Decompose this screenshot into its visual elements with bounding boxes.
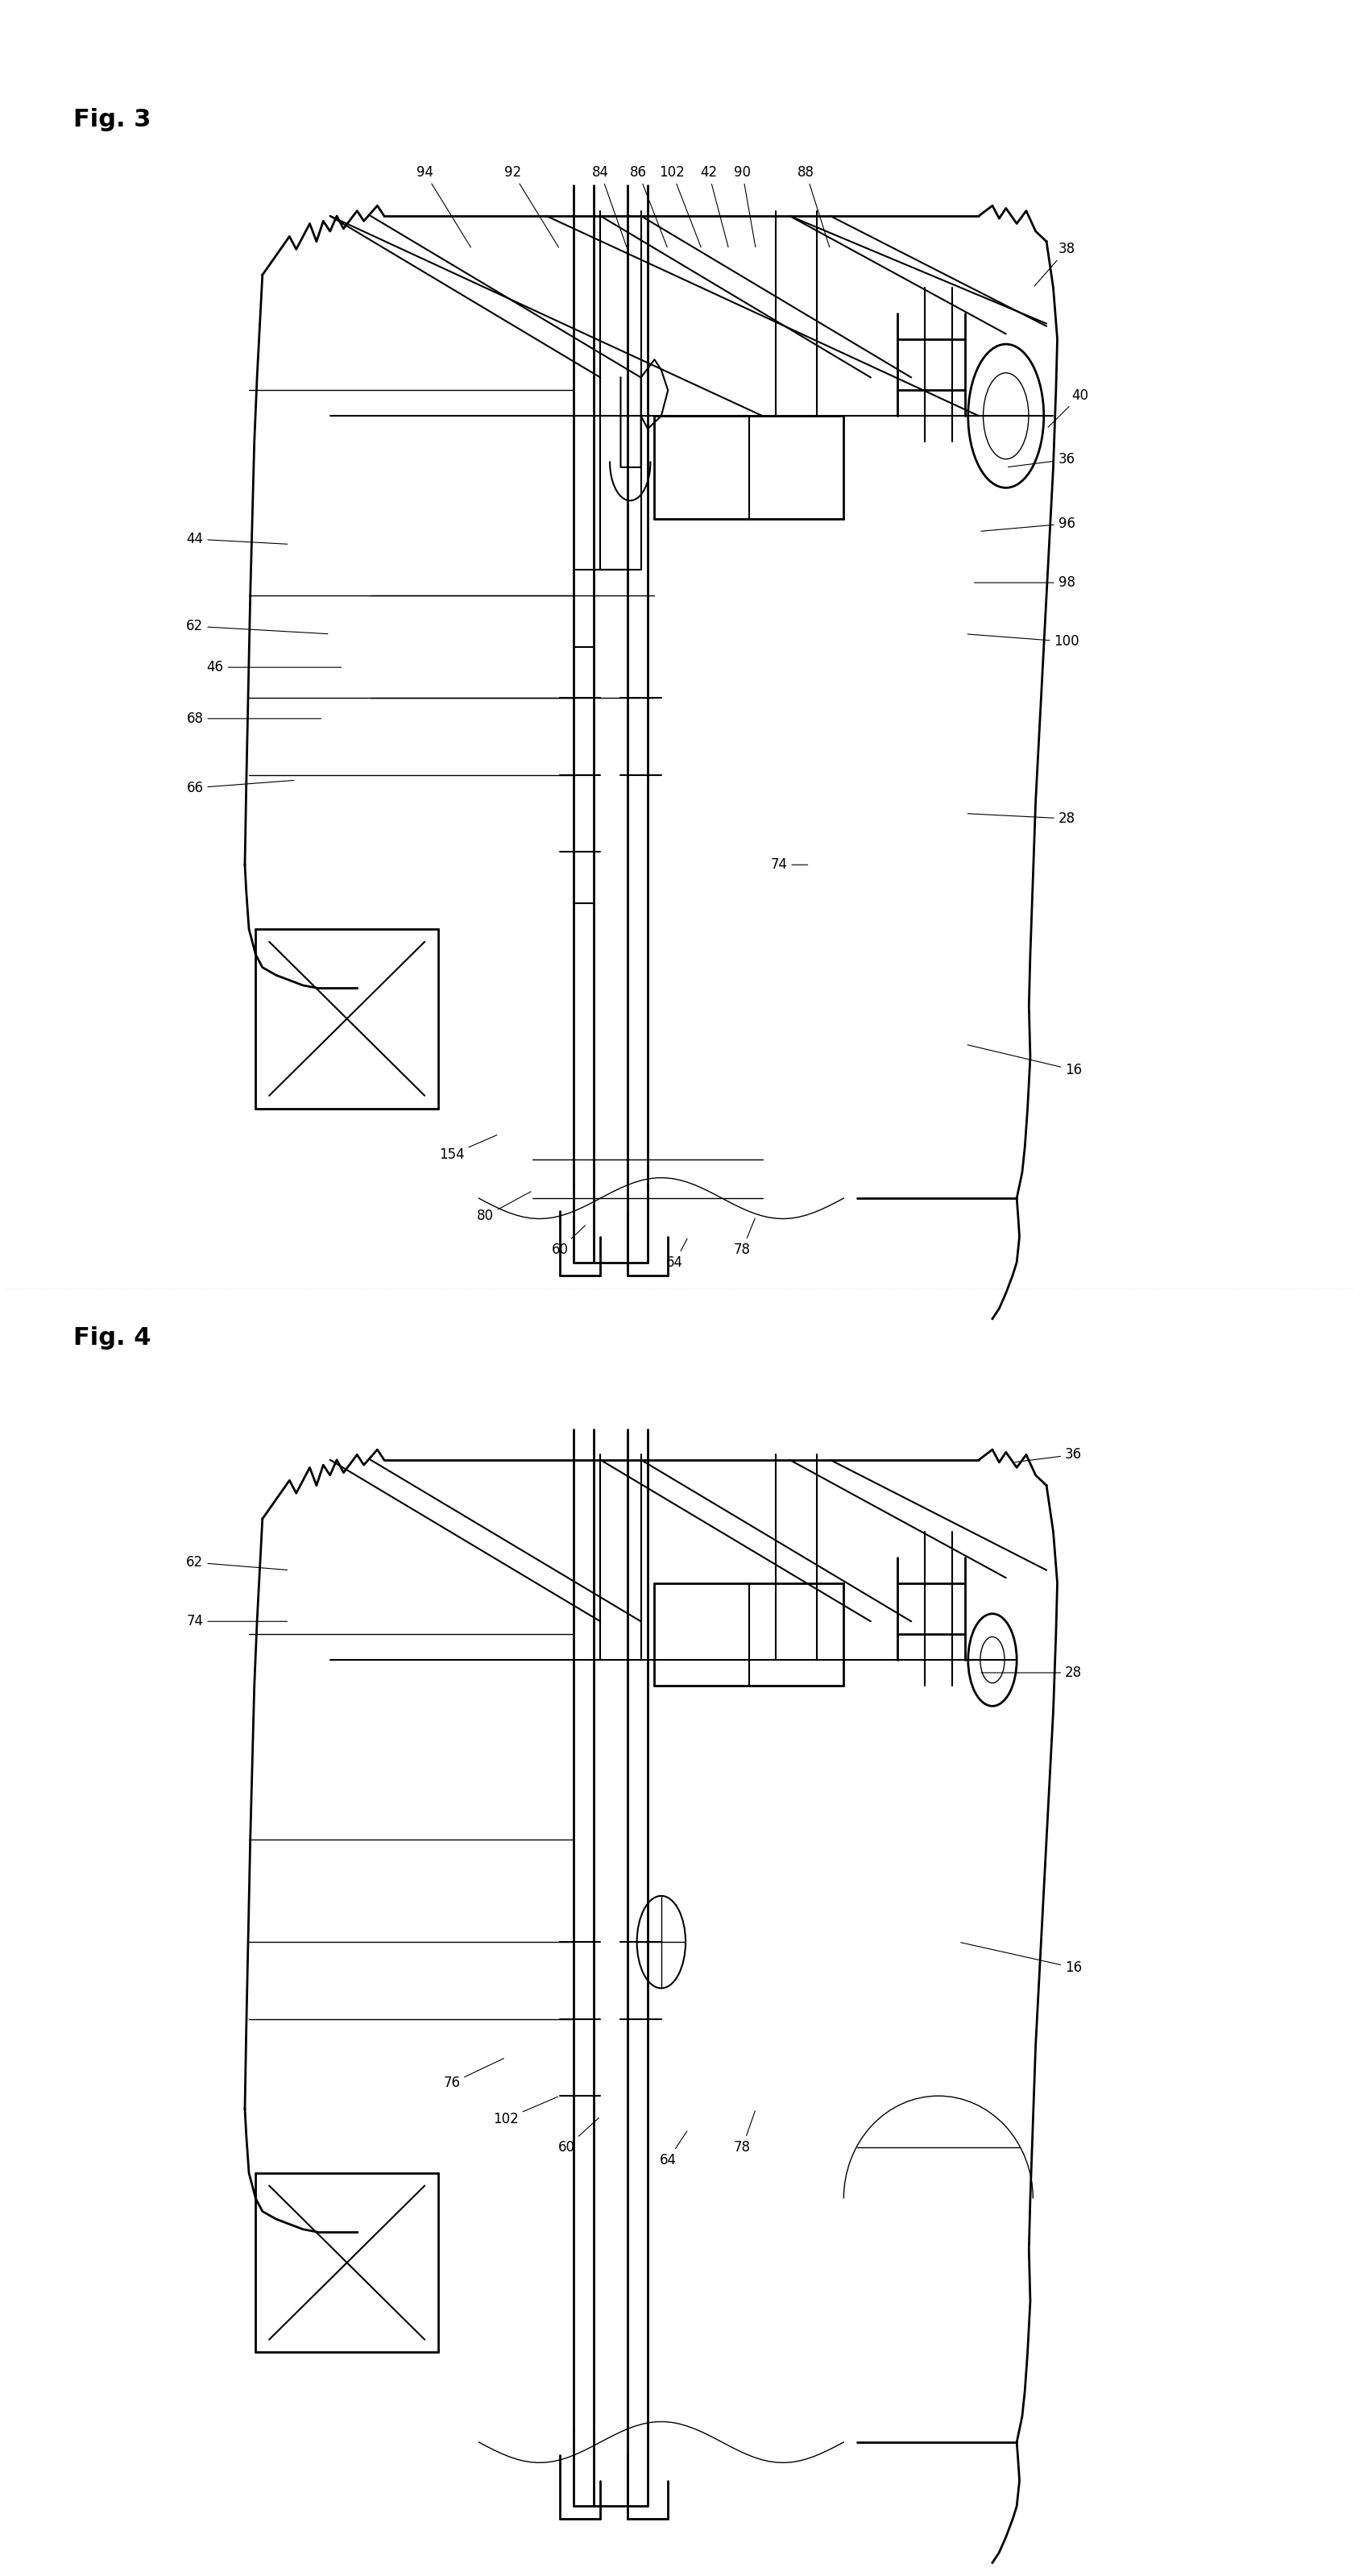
Text: 46: 46 — [207, 659, 341, 675]
Text: 66: 66 — [187, 781, 294, 796]
Text: 96: 96 — [981, 515, 1075, 531]
Text: 86: 86 — [630, 165, 667, 247]
Text: 102: 102 — [493, 2097, 557, 2125]
Text: 98: 98 — [975, 574, 1075, 590]
Text: 16: 16 — [961, 1942, 1082, 1976]
Text: Fig. 4: Fig. 4 — [74, 1327, 151, 1350]
Text: 38: 38 — [1035, 242, 1075, 286]
Text: 74: 74 — [187, 1615, 288, 1628]
Text: 76: 76 — [443, 2058, 504, 2089]
Text: 16: 16 — [968, 1046, 1082, 1077]
Text: 60: 60 — [557, 2117, 598, 2154]
Text: 28: 28 — [981, 1667, 1082, 1680]
Text: 62: 62 — [187, 1556, 288, 1569]
Text: 154: 154 — [439, 1136, 497, 1162]
Text: 78: 78 — [733, 1218, 755, 1257]
Text: 42: 42 — [701, 165, 728, 247]
Text: 90: 90 — [733, 165, 755, 247]
Text: 36: 36 — [1015, 1448, 1082, 1463]
Text: 88: 88 — [797, 165, 830, 247]
Text: 78: 78 — [733, 2110, 755, 2154]
Text: 28: 28 — [968, 811, 1075, 827]
Text: 64: 64 — [667, 1239, 687, 1270]
Text: 94: 94 — [416, 165, 470, 247]
Text: 84: 84 — [592, 165, 627, 247]
Text: 68: 68 — [187, 711, 322, 726]
Text: 80: 80 — [477, 1193, 530, 1224]
Text: 74: 74 — [770, 858, 808, 873]
Text: 62: 62 — [187, 618, 327, 634]
Text: 40: 40 — [1048, 389, 1089, 428]
Text: Fig. 3: Fig. 3 — [74, 108, 151, 131]
Text: 92: 92 — [504, 165, 559, 247]
Text: 60: 60 — [552, 1226, 585, 1257]
Text: 44: 44 — [187, 531, 288, 546]
Text: 64: 64 — [660, 2130, 687, 2166]
Text: 100: 100 — [968, 634, 1079, 649]
Text: 102: 102 — [660, 165, 701, 247]
Text: 36: 36 — [1009, 453, 1075, 466]
